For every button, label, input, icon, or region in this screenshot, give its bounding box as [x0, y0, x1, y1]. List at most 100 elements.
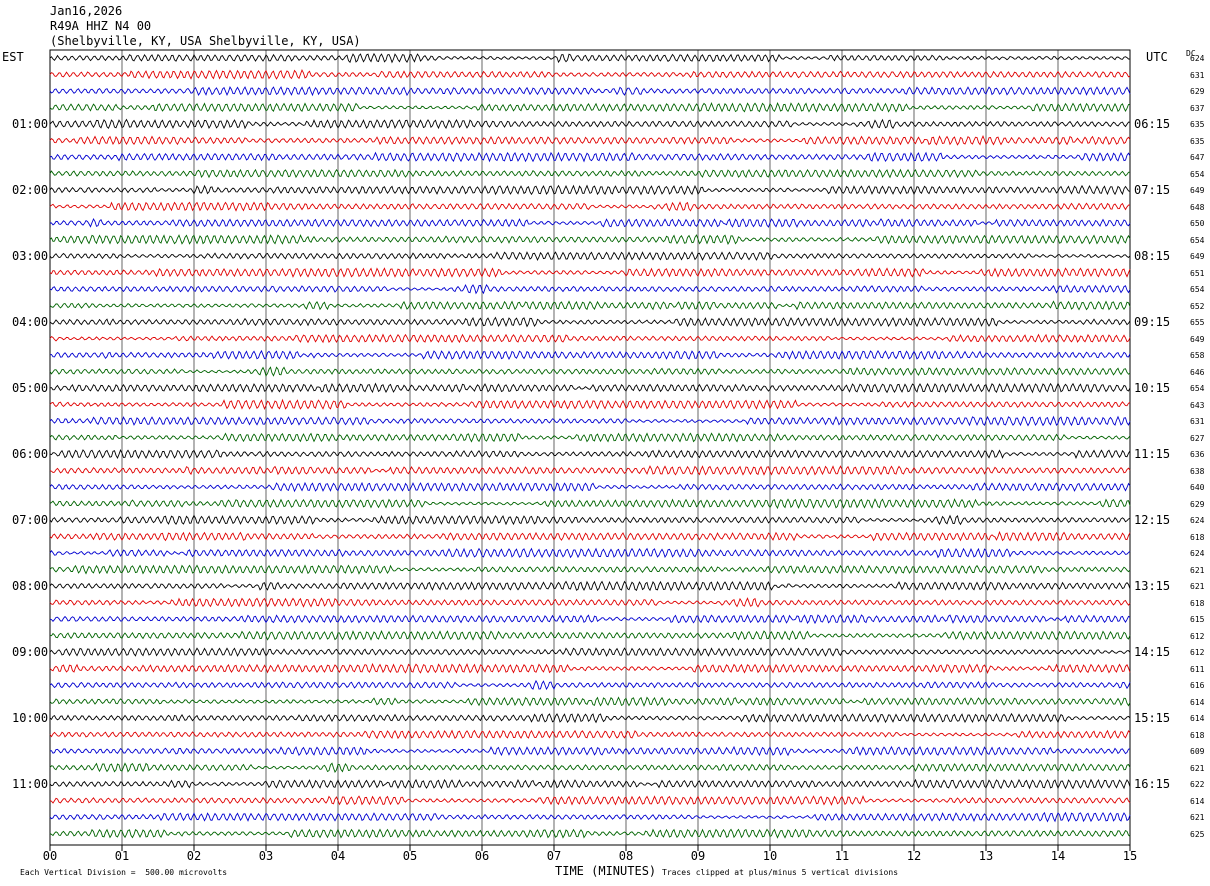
dc-offset-value: 624	[1190, 516, 1205, 525]
scale-note: Each Vertical Division = 500.00 microvol…	[20, 868, 228, 877]
dc-offset-value: 618	[1190, 598, 1205, 608]
seismic-trace	[49, 415, 1131, 427]
dc-offset-value: 652	[1190, 301, 1205, 311]
dc-offset-value: 614	[1190, 714, 1205, 723]
seismic-trace	[49, 547, 1131, 559]
dc-offset-value: 618	[1190, 730, 1205, 740]
seismic-trace	[49, 118, 1131, 130]
seismic-trace	[50, 217, 1131, 228]
seismic-trace	[49, 795, 1131, 806]
seismic-trace	[49, 234, 1131, 245]
dc-offset-value: 621	[1190, 813, 1205, 822]
seismic-trace	[49, 68, 1131, 80]
left-time-label: 02:00	[12, 183, 49, 197]
dc-offset-value: 611	[1190, 664, 1205, 674]
x-axis-title: TIME (MINUTES)	[555, 864, 657, 878]
seismic-trace	[49, 630, 1131, 641]
dc-offset-value: 614	[1190, 697, 1205, 707]
dc-offset-value: 636	[1190, 450, 1205, 459]
dc-offset-value: 654	[1190, 285, 1205, 294]
header-location: (Shelbyville, KY, USA Shelbyville, KY, U…	[50, 34, 361, 48]
dc-offset-value: 621	[1190, 565, 1205, 575]
seismic-trace	[49, 564, 1131, 575]
dc-offset-value: 622	[1190, 780, 1205, 789]
seismic-trace	[49, 398, 1131, 410]
dc-offset-value: 621	[1190, 763, 1205, 773]
x-tick-label: 09	[691, 849, 705, 863]
dc-offset-value: 609	[1190, 747, 1205, 756]
dc-offset-value: 624	[1190, 549, 1205, 558]
seismic-trace	[49, 52, 1131, 64]
seismic-trace	[49, 679, 1131, 691]
dc-offset-value: 651	[1190, 268, 1205, 278]
x-tick-label: 15	[1123, 849, 1137, 863]
dc-offset-value: 624	[1190, 54, 1205, 63]
x-tick-label: 08	[619, 849, 633, 863]
seismic-trace	[49, 828, 1131, 839]
seismic-trace	[49, 745, 1131, 757]
dc-offset-value: 618	[1190, 532, 1205, 542]
right-time-label: 06:15	[1134, 117, 1171, 131]
seismic-trace	[49, 382, 1131, 394]
seismic-trace	[49, 530, 1131, 542]
seismic-trace	[49, 696, 1131, 707]
seismic-trace	[49, 349, 1131, 361]
left-time-label: 08:00	[12, 579, 49, 593]
seismic-trace	[49, 481, 1131, 493]
dc-offset-value: 649	[1190, 186, 1205, 195]
dc-offset-value: 629	[1190, 87, 1205, 96]
seismic-trace	[49, 366, 1131, 377]
seismic-trace	[49, 300, 1131, 311]
right-time-label: 10:15	[1134, 381, 1171, 395]
seismic-trace	[49, 101, 1131, 113]
x-tick-label: 01	[115, 849, 129, 863]
x-tick-label: 10	[763, 849, 777, 863]
seismic-trace	[49, 201, 1131, 212]
left-time-label: 04:00	[12, 315, 49, 329]
dc-offset-value: 612	[1190, 648, 1205, 657]
seismic-trace	[49, 251, 1131, 261]
dc-offset-value: 655	[1190, 318, 1205, 327]
seismic-trace	[49, 514, 1131, 526]
dc-offset-value: 629	[1190, 499, 1205, 509]
seismic-trace	[49, 597, 1131, 608]
x-tick-label: 07	[547, 849, 561, 863]
dc-offset-value: 614	[1190, 796, 1205, 806]
seismic-trace	[49, 283, 1131, 295]
seismic-trace	[49, 662, 1131, 674]
x-tick-label: 13	[979, 849, 993, 863]
right-time-label: 13:15	[1134, 579, 1171, 593]
seismic-trace	[49, 151, 1131, 163]
dc-offset-value: 616	[1190, 681, 1205, 690]
seismic-trace	[49, 778, 1131, 790]
dc-offset-value: 638	[1190, 466, 1205, 476]
seismic-trace	[49, 498, 1131, 510]
x-tick-label: 05	[403, 849, 417, 863]
dc-offset-value: 654	[1190, 384, 1205, 393]
dc-offset-value: 635	[1190, 120, 1205, 129]
dc-offset-value: 637	[1190, 103, 1205, 113]
seismic-trace	[49, 135, 1131, 146]
x-tick-label: 11	[835, 849, 849, 863]
dc-offset-value: 646	[1190, 367, 1205, 377]
dc-offset-value: 612	[1190, 631, 1205, 641]
dc-offset-value: 654	[1190, 235, 1205, 245]
right-time-label: 11:15	[1134, 447, 1171, 461]
dc-offset-value: 631	[1190, 70, 1205, 80]
left-time-label: 06:00	[12, 447, 49, 461]
dc-offset-value: 654	[1190, 169, 1205, 179]
seismic-trace	[49, 811, 1131, 823]
seismic-trace	[49, 712, 1131, 724]
dc-offset-value: 658	[1190, 351, 1205, 360]
right-time-label: 12:15	[1134, 513, 1171, 527]
dc-offset-value: 635	[1190, 136, 1205, 146]
dc-offset-value: 615	[1190, 615, 1205, 624]
dc-offset-value: 649	[1190, 334, 1205, 344]
dc-offset-value: 648	[1190, 202, 1205, 212]
right-time-label: 16:15	[1134, 777, 1171, 791]
left-timezone-label: EST	[2, 50, 24, 64]
x-tick-label: 00	[43, 849, 57, 863]
seismic-trace	[49, 168, 1131, 179]
x-tick-label: 14	[1051, 849, 1065, 863]
